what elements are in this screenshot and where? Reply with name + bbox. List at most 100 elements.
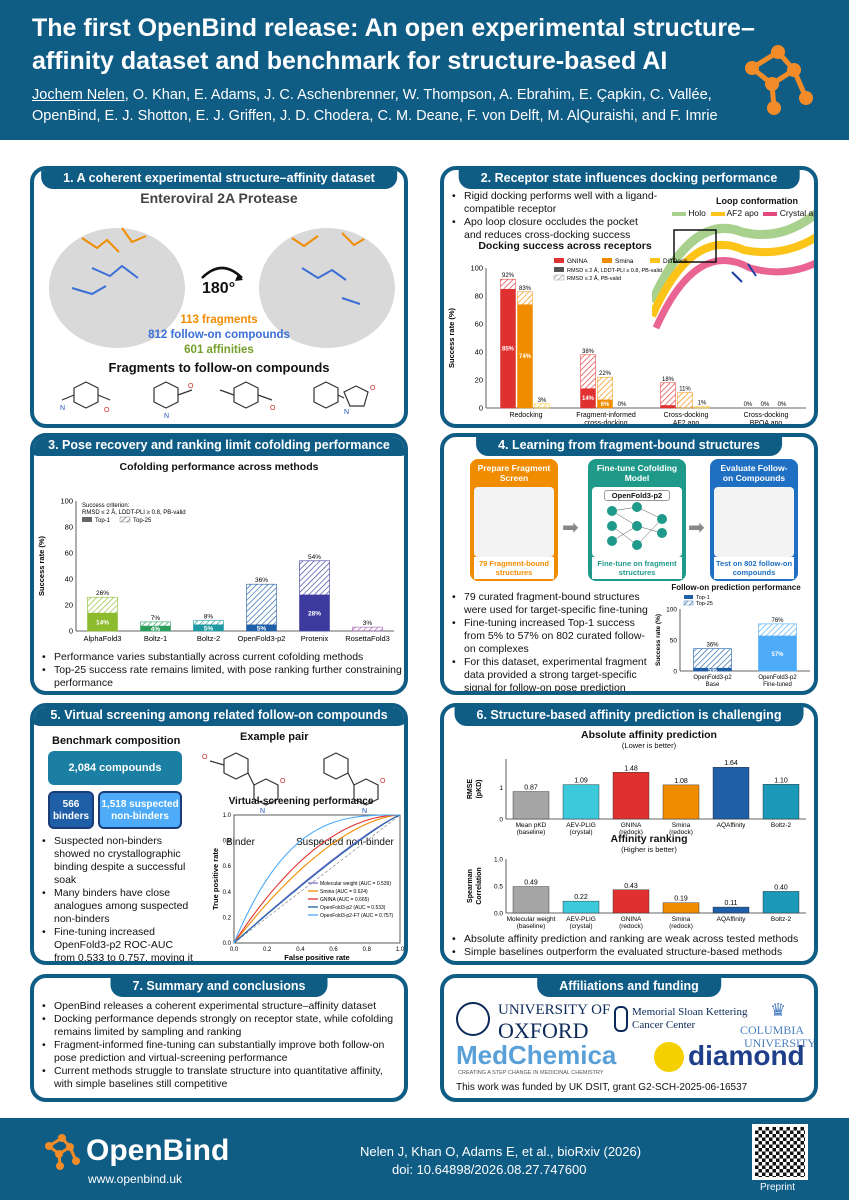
panel-finetune: 4. Learning from fragment-bound structur… [440,433,818,695]
x-tick-label: AlphaFold3 [84,634,122,643]
data-label: 4% [151,626,161,633]
panel-virtual-screening: 5. Virtual screening among related follo… [30,703,408,965]
crystal-swatch [763,211,778,216]
bar-top1 [87,612,118,631]
medchemica-tagline: CREATING A STEP CHANGE IN MEDICINAL CHEM… [458,1070,604,1076]
legend-label: Smina [615,258,634,265]
bar-top1 [246,624,277,631]
summary-bullets: OpenBind releases a coherent experimenta… [40,1000,404,1091]
y-axis-label: Spearman [467,869,474,903]
criterion-label: Success criterion: [82,503,130,509]
x-tick-label: 0.2 [263,947,272,953]
bar [662,784,700,820]
holo-swatch [672,211,686,216]
mskcc-logo-line1: Memorial Sloan Kettering [632,1006,748,1018]
bar [512,886,550,914]
y-tick-label: 40 [65,575,73,584]
x-tick-label: Molecular weight [507,916,556,923]
columbia-logo-line2: UNIVERSITY [744,1036,816,1050]
spearman-chart: 0.0 0.5 1.0 Spearman Correlation 0.49 Molecula… [467,857,806,930]
bar [612,772,650,820]
y-tick-label: 0 [673,669,677,676]
bar-top1 [693,667,732,671]
y-tick-label: 0.8 [223,839,232,845]
network-diagram: OpenFold3-p2 [592,487,682,557]
protein-name: Enteroviral 2A Protease [140,190,298,206]
data-label: 38% [582,349,595,355]
data-label: 1.10 [774,777,788,784]
neural-net-icon [607,502,667,550]
panel-title: 5. Virtual screening among related follo… [34,707,404,726]
x-tick-label: (redock) [669,923,693,930]
bar [762,891,800,914]
diamond-logo: diamond [688,1040,805,1071]
bullet: For this dataset, experimental fragment … [450,656,656,691]
y-tick-label: 0.0 [223,941,232,947]
panel-summary: 7. Summary and conclusions OpenBind rele… [30,974,408,1102]
y-tick-label: 0.5 [494,884,503,891]
y-tick-label: 0.6 [223,864,232,870]
molecules-caption: Fragments to follow-on compounds [108,360,330,375]
bar-top25 [660,382,676,409]
x-tick-label: (redock) [619,923,643,930]
cofolding-chart-title: Cofolding performance across methods [119,461,319,473]
x-tick-label: OpenFold3-p2 [238,634,286,643]
svg-text:O: O [380,778,386,785]
data-label: 0.87 [524,785,538,792]
bar [712,767,750,820]
panel-title: Affiliations and funding [537,978,721,997]
y-tick-label: 0.4 [223,890,232,896]
cofolding-chart: 0 20 40 60 80 100 Success rate (%) Success crit… [37,497,394,643]
bullet: Fine-tuning increased OpenFold3-p2 ROC-A… [40,926,196,961]
legend-swatch [82,517,92,522]
legend-swatch [554,258,564,263]
svg-text:O: O [202,754,208,761]
legend-crystal: Crystal apo [779,208,818,218]
bullet: Absolute affinity prediction and ranking… [450,933,812,946]
arrow-icon: ➡ [562,517,579,539]
legend-label: Smina (AUC = 0.624) [320,889,368,895]
bar-top25 [694,406,710,409]
molecule-sketches: O O O O N N N [60,381,376,420]
panel-title: 1. A coherent experimental structure–aff… [41,170,397,189]
doi-link[interactable]: doi: 10.64898/2026.08.27.747600 [392,1162,587,1177]
data-label: 0% [744,402,753,408]
data-label: 74% [519,354,532,360]
x-tick-label: (redock) [619,829,643,836]
binders-box: 566 binders [48,791,94,829]
legend-label: Top-25 [133,518,152,524]
benchmark-title: Benchmark composition [52,735,181,747]
data-label: 0.43 [624,883,638,890]
qr-code[interactable] [752,1124,808,1180]
fragments-count: 113 fragments [180,314,258,326]
legend-swatch [650,258,660,263]
step-caption: Fine-tune on fragment structures [592,557,682,579]
svg-text:O: O [270,405,276,412]
step-title: Fine-tune Cofolding Model [596,463,678,483]
nonbinder-label: Suspected non-binder [296,837,394,848]
data-label: 1.09 [574,778,588,785]
svg-text:N: N [260,808,265,815]
arrow-icon: ➡ [688,517,705,539]
x-tick-label: RosettaFold3 [345,634,390,643]
svg-text:O: O [188,383,194,390]
panel-cofolding: 3. Pose recovery and ranking limit cofol… [30,433,408,695]
affinity-bullets: Absolute affinity prediction and ranking… [450,933,812,959]
x-tick-label: OpenFold3-p2 [693,675,732,681]
protein-structure-image [49,227,395,348]
data-label: 5% [257,625,267,632]
x-tick-label: Protenix [301,634,329,643]
data-label: 83% [519,286,532,292]
bar-strict [597,399,613,408]
data-label: 92% [502,273,515,279]
x-tick-label: AEV-PLIG [566,916,596,923]
poster-footer: OpenBind www.openbind.uk Nelen J, Khan O… [0,1118,849,1200]
total-compounds-box: 2,084 compounds [48,751,182,785]
x-tick-label: 0.8 [363,947,372,953]
bullet: Top-25 success rate remains limited, wit… [40,664,402,690]
cofolding-bullets: Performance varies substantially across … [40,651,402,690]
y-tick-label: 0 [69,627,73,636]
data-label: 28% [308,610,321,617]
footer-url[interactable]: www.openbind.uk [88,1172,183,1186]
fragment-screen-image [474,487,554,557]
